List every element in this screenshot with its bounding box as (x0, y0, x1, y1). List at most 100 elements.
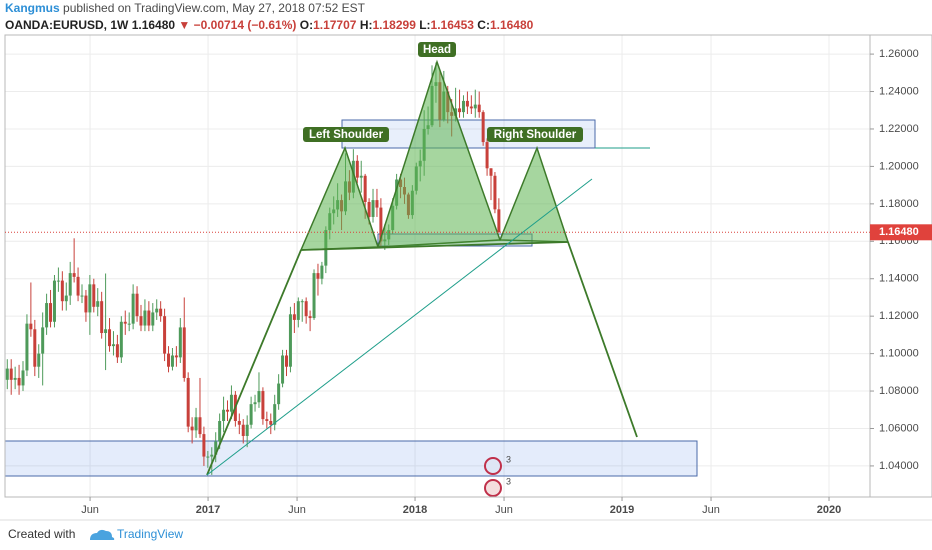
y-tick-label: 1.06000 (879, 422, 919, 434)
candle-body (56, 280, 60, 282)
candle-body (210, 454, 214, 457)
candle-body (151, 312, 155, 326)
candle-body (273, 404, 277, 425)
y-tick-label: 1.22000 (879, 123, 919, 135)
symbol: OANDA:EURUSD, 1W (5, 18, 129, 32)
candle-body (481, 112, 485, 143)
candle-body (60, 280, 64, 302)
price-axis (869, 34, 932, 498)
candle-body (363, 175, 367, 202)
y-tick-label: 1.14000 (879, 273, 919, 285)
candle-body (49, 303, 53, 322)
l-label: L: (419, 18, 430, 32)
candle-body (119, 321, 123, 358)
candle-body (454, 108, 458, 116)
candle-body (182, 327, 186, 378)
candle-body (155, 308, 159, 313)
candle-body (139, 316, 143, 326)
last-price-label: 1.16480 (879, 226, 919, 238)
published: published on TradingView.com, May 27, 20… (63, 1, 366, 15)
candle-body (127, 323, 131, 325)
c-label: C: (477, 18, 490, 32)
trend-line (206, 178, 593, 476)
price: 1.16480 (132, 18, 176, 32)
candle-body (178, 327, 182, 358)
candle-body (379, 207, 383, 242)
candle-body (52, 280, 56, 322)
left-shoulder-label: Left Shoulder (309, 129, 384, 141)
candle-body (458, 108, 462, 113)
head-label: Head (423, 44, 451, 56)
candle-body (304, 301, 308, 317)
candle-body (367, 201, 371, 217)
head-shape (376, 59, 502, 248)
candle-body (497, 209, 501, 233)
candle-body (84, 295, 88, 313)
candle-body (131, 293, 135, 324)
x-tick-label: Jun (81, 504, 99, 516)
candle-body (359, 175, 363, 178)
candle-body (253, 402, 257, 405)
candle-body (68, 273, 72, 296)
candle-body (41, 327, 45, 354)
candle-body (485, 142, 489, 169)
candle-body (320, 265, 324, 279)
y-tick-label: 1.10000 (879, 348, 919, 360)
candle-body (281, 355, 285, 384)
candle-body (465, 100, 469, 107)
candle-body (88, 284, 92, 313)
x-tick-label: Jun (288, 504, 306, 516)
candle-body (186, 377, 190, 427)
y-tick-label: 1.26000 (879, 48, 919, 60)
event-count: 3 (506, 454, 511, 464)
right-shoulder-tag (487, 127, 583, 142)
right-shoulder-label: Right Shoulder (494, 129, 577, 141)
candle-body (222, 409, 226, 421)
brand-logo[interactable] (90, 529, 115, 540)
candle-body (493, 175, 497, 210)
candle-body (174, 355, 178, 358)
footer-brand[interactable]: TradingView (117, 527, 183, 541)
x-tick-label: Jun (495, 504, 513, 516)
candle-body (288, 314, 292, 367)
candle-body (296, 301, 300, 320)
events[interactable]: 3 3 (484, 454, 511, 497)
o-label: O: (300, 18, 313, 32)
footer-created: Created with (8, 527, 75, 541)
candle-body (135, 293, 139, 317)
x-tick-label: 2020 (817, 504, 841, 516)
x-tick-label: 2017 (196, 504, 220, 516)
c-value: 1.16480 (490, 18, 534, 32)
x-tick-label: 2019 (610, 504, 634, 516)
candle-body (218, 420, 222, 442)
o-value: 1.17707 (313, 18, 357, 32)
neckline (300, 241, 569, 251)
candle-body (72, 273, 76, 277)
event-us[interactable] (484, 479, 502, 497)
candle-body (461, 100, 465, 113)
candle-body (245, 424, 249, 436)
publisher: Kangmus (5, 1, 60, 15)
candle-body (147, 310, 151, 326)
event-eu[interactable] (484, 457, 502, 475)
candle-body (100, 301, 104, 334)
candle-body (108, 329, 112, 347)
y-tick-label: 1.04000 (879, 460, 919, 472)
candle-body (265, 419, 269, 421)
pattern: Head Left Shoulder Right Shoulder (206, 42, 650, 476)
candle-body (249, 404, 253, 425)
candle-body (241, 424, 245, 436)
candle-body (76, 276, 80, 296)
y-tick-label: 1.12000 (879, 310, 919, 322)
candle-body (13, 377, 17, 380)
candle-body (96, 301, 100, 307)
header-line-2: OANDA:EURUSD, 1W 1.16480 ▼ −0.00714 (−0.… (5, 18, 534, 32)
candle-body (104, 329, 108, 334)
candle-body (33, 329, 37, 367)
candle-body (167, 353, 171, 367)
candle-body (312, 273, 316, 319)
candle-body (190, 426, 194, 431)
candle-body (277, 383, 281, 405)
candle-body (285, 355, 289, 367)
candle-body (123, 321, 127, 324)
